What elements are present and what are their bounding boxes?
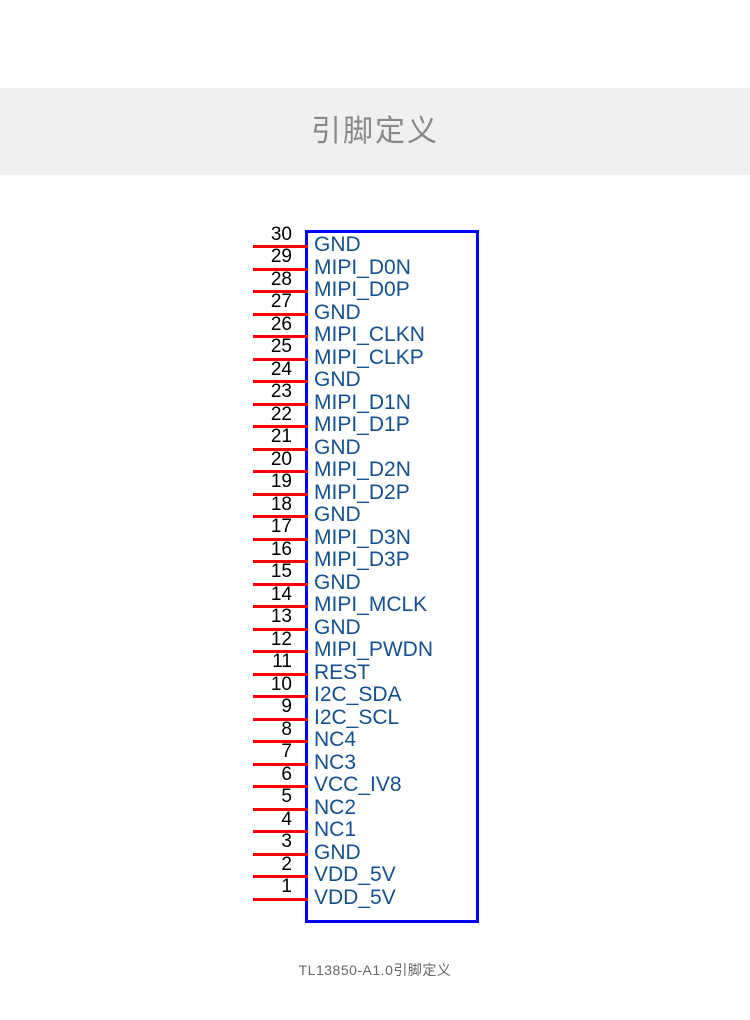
pin-number: 14 <box>270 583 292 605</box>
pin-label: GND <box>314 435 361 459</box>
pin-number: 18 <box>270 493 292 515</box>
pin-number: 9 <box>281 696 292 717</box>
pin-lead-line <box>253 650 308 653</box>
pin-label: MIPI_D0P <box>314 278 410 301</box>
pin-number: 17 <box>270 516 292 537</box>
pin-number: 13 <box>270 606 292 627</box>
pin-label: NC3 <box>314 750 357 774</box>
pin-label: MIPI_D2P <box>314 480 410 504</box>
pin-lead-line <box>253 357 308 361</box>
pin-lead-line <box>253 672 308 676</box>
pin-label: I2C_SCL <box>314 705 400 729</box>
pin-lead-line <box>253 830 308 833</box>
pin-lead-line <box>253 335 308 338</box>
pin-number: 1 <box>281 876 292 897</box>
pin-label: GND <box>314 368 361 391</box>
pin-lead-line <box>253 537 308 541</box>
pin-number: 29 <box>270 246 292 267</box>
pin-lead-line <box>253 245 308 248</box>
pin-number: 11 <box>272 651 292 672</box>
pin-label: MIPI_D0N <box>314 255 411 279</box>
pin-lead-line <box>253 852 308 856</box>
pin-lead-line <box>253 740 308 743</box>
pin-number: 27 <box>270 291 292 312</box>
pin-label: NC2 <box>314 795 357 819</box>
pin-number: 8 <box>281 718 292 740</box>
pin-label: GND <box>314 233 361 256</box>
pin-lead-line <box>253 402 308 406</box>
pin-label: GND <box>314 300 361 324</box>
pin-number: 25 <box>270 336 292 357</box>
pin-number: 15 <box>270 561 292 582</box>
pin-label: NC4 <box>314 728 357 751</box>
pin-label: GND <box>314 840 361 864</box>
pin-lead-line <box>253 717 308 721</box>
pin-lead-line <box>253 380 308 383</box>
pin-label: REST <box>314 660 371 684</box>
pin-number: 19 <box>270 471 292 492</box>
pin-label: MIPI_D3N <box>314 525 411 549</box>
pin-lead-line <box>253 762 308 766</box>
pin-number: 16 <box>270 538 292 560</box>
pin-label: GND <box>314 503 361 526</box>
pin-lead-line <box>253 515 308 518</box>
pin-number: 23 <box>270 381 292 402</box>
pin-lead-line <box>253 807 308 811</box>
pin-label: GND <box>314 570 361 594</box>
figure-caption: TL13850-A1.0引脚定义 <box>298 962 452 978</box>
ic-symbol: 30 29 GND 28 MIPI_D0N 27 MIPI_D0P 26 GND 25 MIPI_… <box>250 222 500 942</box>
pin-number: 20 <box>270 448 292 470</box>
pin-number: 4 <box>281 808 292 830</box>
pin-label: MIPI_MCLK <box>314 593 428 616</box>
pin-lead-line <box>253 605 308 608</box>
pin-lead-line <box>253 492 308 496</box>
pin-label: I2C_SDA <box>314 683 402 706</box>
page-header-band: 引脚定义 <box>0 88 750 175</box>
pin-label: GND <box>314 615 361 639</box>
pin-rows-container: 30 29 GND 28 MIPI_D0N 27 MIPI_D0P 26 GND 25 MIPI_… <box>250 222 500 942</box>
pin-number: 28 <box>270 268 292 290</box>
pin-lead-line <box>253 875 308 878</box>
pin-lead-line <box>253 897 308 901</box>
pin-label: MIPI_D2N <box>314 458 411 481</box>
pin-number: 12 <box>270 628 292 650</box>
ic-body-outline <box>305 230 479 923</box>
pin-number: 26 <box>270 313 292 335</box>
pin-label: VDD_5V <box>314 863 396 886</box>
pin-lead-line <box>253 785 308 788</box>
pin-lead-line <box>253 267 308 271</box>
pin-label: MIPI_D3P <box>314 548 410 571</box>
pin-label: MIPI_CLKN <box>314 323 425 346</box>
pin-label: NC1 <box>314 818 357 841</box>
page-title: 引脚定义 <box>311 114 439 148</box>
pin-number: 6 <box>281 763 292 785</box>
pin-lead-line <box>253 290 308 293</box>
pin-label: MIPI_CLKP <box>314 345 424 369</box>
pin-number: 10 <box>270 673 292 695</box>
pin-number: 2 <box>281 853 292 875</box>
pin-number: 7 <box>281 741 292 762</box>
pin-lead-line <box>253 695 308 698</box>
pin-number-top: 30 <box>270 224 292 245</box>
pin-lead-line <box>253 627 308 631</box>
pin-label: MIPI_D1N <box>314 390 411 414</box>
pin-label: MIPI_PWDN <box>314 638 434 661</box>
pin-label: VCC_IV8 <box>314 773 402 796</box>
pin-lead-line <box>253 425 308 428</box>
pin-label: MIPI_D1P <box>314 413 410 436</box>
pin-number: 24 <box>270 358 292 380</box>
pin-number: 21 <box>270 426 292 447</box>
pin-lead-line <box>253 470 308 473</box>
pin-lead-line <box>253 312 308 316</box>
schematic-figure: 30 29 GND 28 MIPI_D0N 27 MIPI_D0P 26 GND 25 MIPI_… <box>0 175 750 1020</box>
pin-lead-line <box>253 447 308 451</box>
pin-number: 5 <box>281 786 292 807</box>
pin-label: VDD_5V <box>314 885 396 909</box>
pin-number: 22 <box>270 403 292 425</box>
pin-lead-line <box>253 560 308 563</box>
pin-number: 3 <box>281 831 292 852</box>
pin-lead-line <box>253 582 308 586</box>
